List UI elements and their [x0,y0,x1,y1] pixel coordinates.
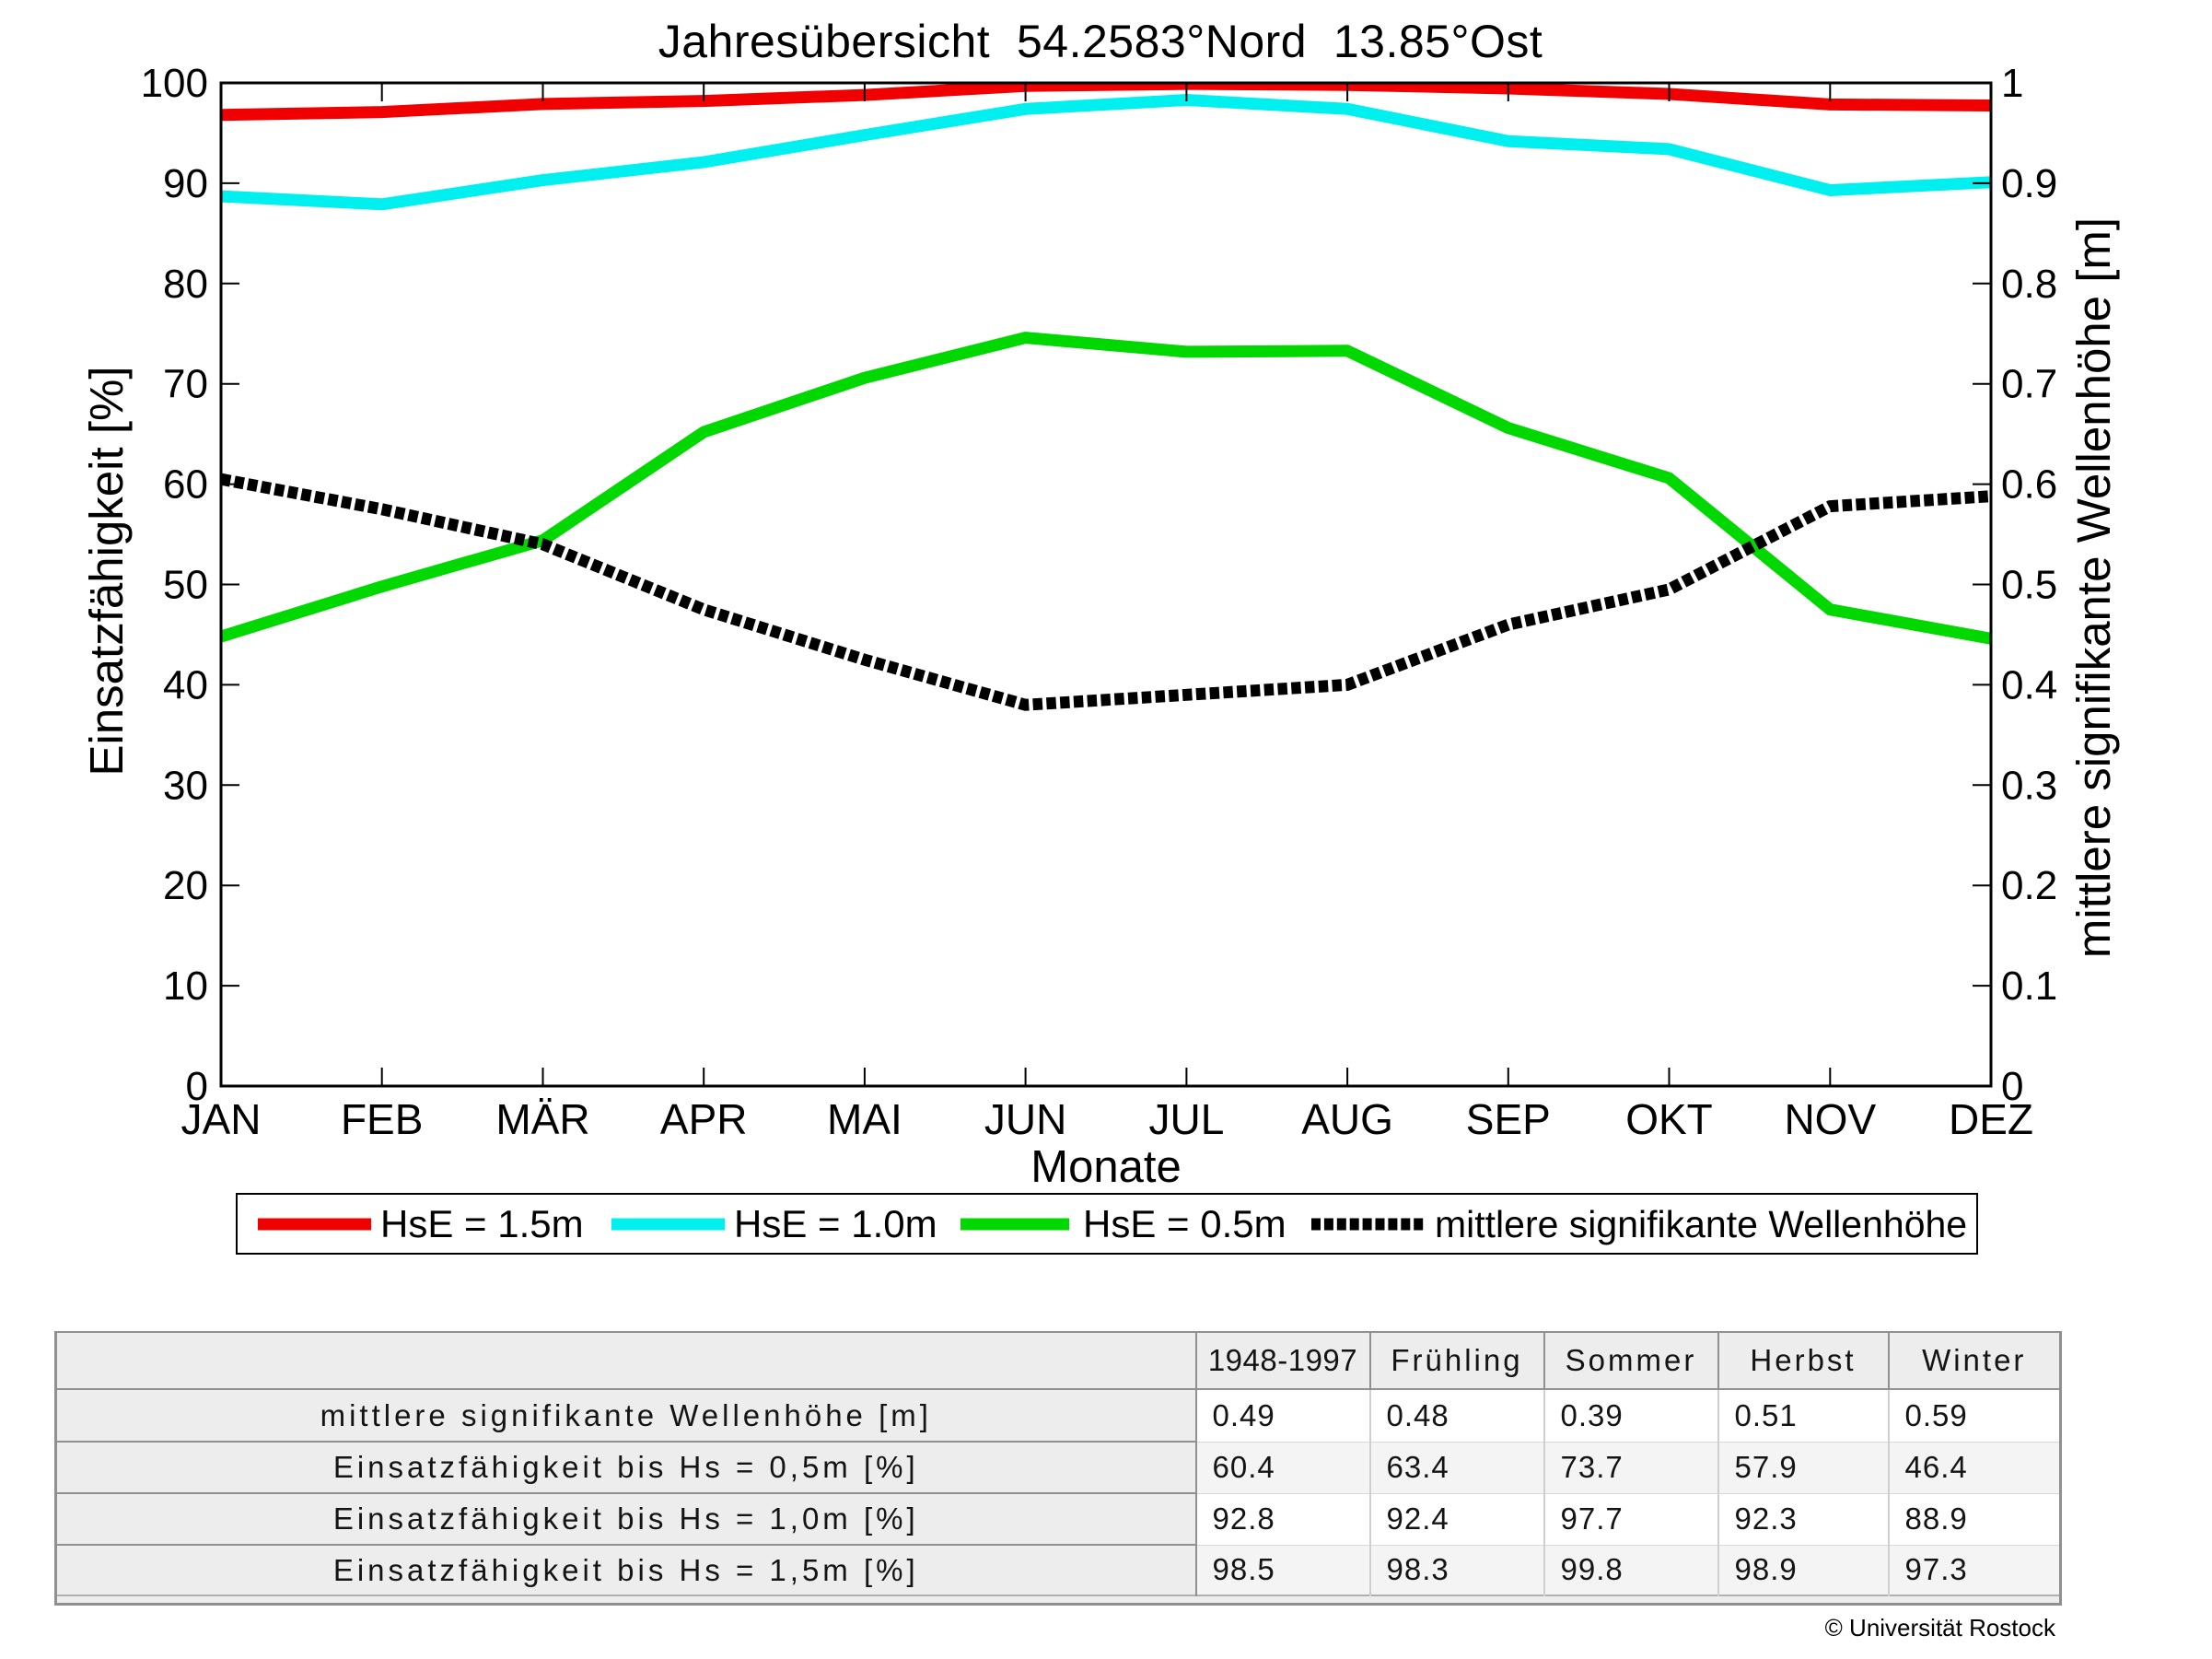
svg-text:Monate: Monate [1030,1142,1181,1192]
svg-text:JUN: JUN [984,1095,1066,1143]
svg-text:0.8: 0.8 [2001,262,2057,307]
svg-text:0: 0 [186,1064,208,1109]
svg-text:JUL: JUL [1148,1095,1224,1143]
svg-text:60: 60 [163,462,208,508]
svg-text:FEB: FEB [341,1095,423,1143]
svg-text:MAI: MAI [827,1095,902,1143]
svg-text:0.9: 0.9 [2001,161,2057,206]
svg-text:0.6: 0.6 [2001,462,2057,508]
svg-text:NOV: NOV [1784,1095,1876,1143]
svg-text:0.2: 0.2 [2001,863,2057,908]
svg-text:APR: APR [660,1095,748,1143]
svg-text:HsE = 0.5m: HsE = 0.5m [1083,1202,1286,1245]
svg-text:0.5: 0.5 [2001,563,2057,608]
svg-text:SEP: SEP [1466,1095,1551,1143]
svg-text:90: 90 [163,161,208,206]
svg-text:0.1: 0.1 [2001,964,2057,1009]
svg-text:0.7: 0.7 [2001,362,2057,407]
svg-text:HsE = 1.5m: HsE = 1.5m [380,1202,584,1245]
svg-text:HsE = 1.0m: HsE = 1.0m [734,1202,937,1245]
svg-text:MÄR: MÄR [495,1095,589,1143]
svg-text:0: 0 [2001,1064,2023,1109]
svg-text:0.3: 0.3 [2001,763,2057,808]
svg-text:70: 70 [163,362,208,407]
svg-text:1: 1 [2001,61,2023,106]
svg-text:Jahresübersicht 54.2583°Nord: Jahresübersicht 54.2583°Nord 13.85°Ost [658,16,1543,67]
svg-text:JAN: JAN [181,1095,262,1143]
svg-text:Einsatzfähigkeit [%]: Einsatzfähigkeit [%] [80,366,133,776]
svg-text:DEZ: DEZ [1949,1095,2033,1143]
svg-text:30: 30 [163,763,208,808]
svg-text:50: 50 [163,563,208,608]
svg-text:mittlere signifikante Wellenhö: mittlere signifikante Wellenhöhe [1435,1203,1967,1245]
svg-text:100: 100 [141,61,208,106]
svg-text:10: 10 [163,964,208,1009]
svg-text:OKT: OKT [1625,1095,1713,1143]
svg-text:20: 20 [163,863,208,908]
svg-text:AUG: AUG [1301,1095,1393,1143]
svg-text:80: 80 [163,262,208,307]
svg-text:mittlere signifikante Wellenhö: mittlere signifikante Wellenhöhe [m] [2067,217,2120,958]
svg-text:0.4: 0.4 [2001,662,2057,707]
svg-text:40: 40 [163,662,208,707]
